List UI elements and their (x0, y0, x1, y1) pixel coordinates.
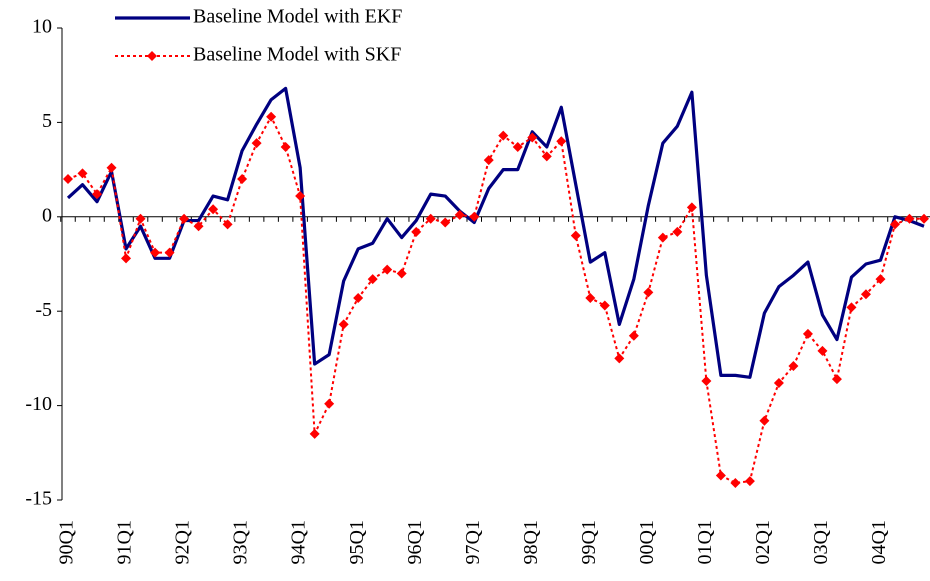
point-marker (469, 211, 480, 222)
point-marker (164, 247, 175, 258)
x-tick-label: 03Q1 (810, 520, 832, 564)
point-marker (251, 138, 262, 149)
point-marker (106, 162, 117, 173)
point-marker (150, 247, 161, 258)
series-line (66, 86, 925, 379)
point-marker (63, 174, 73, 185)
point-marker (788, 360, 799, 371)
x-tick-label: 98Q1 (520, 520, 542, 564)
x-tick-label: 92Q1 (172, 520, 194, 564)
point-marker (527, 132, 538, 143)
point-marker (440, 217, 451, 228)
point-marker (367, 274, 378, 285)
point-marker (237, 174, 248, 185)
x-tick-label: 90Q1 (56, 520, 78, 564)
point-marker (541, 151, 552, 162)
point-marker (889, 219, 900, 230)
y-tick-label: 5 (42, 110, 52, 132)
point-marker (556, 136, 567, 147)
point-marker (121, 253, 132, 264)
point-marker (817, 345, 828, 356)
x-tick-label: 94Q1 (288, 520, 310, 564)
point-marker (179, 213, 190, 224)
x-tick-label: 95Q1 (346, 520, 368, 564)
point-marker (411, 226, 422, 237)
point-marker (701, 376, 712, 387)
point-marker (773, 377, 784, 388)
point-marker (585, 292, 596, 303)
point-marker (744, 476, 755, 487)
point-marker (657, 232, 668, 243)
point-marker (759, 415, 770, 426)
point-marker (904, 213, 915, 224)
point-marker (396, 268, 407, 279)
point-marker (92, 189, 103, 200)
point-marker (831, 374, 842, 385)
y-tick-label: 0 (42, 204, 52, 226)
point-marker (599, 300, 610, 311)
point-marker (353, 292, 364, 303)
legend-label: Baseline Model with EKF (193, 6, 402, 28)
legend-label: Baseline Model with SKF (193, 44, 401, 66)
x-tick-label: 96Q1 (404, 520, 426, 564)
point-marker (643, 287, 654, 298)
x-tick-label: 97Q1 (462, 520, 484, 564)
point-marker (193, 221, 204, 232)
point-marker (77, 168, 88, 179)
point-marker (570, 230, 581, 241)
legend-marker (147, 51, 157, 61)
point-marker (425, 213, 436, 224)
point-marker (382, 264, 393, 275)
point-marker (135, 213, 146, 224)
point-marker (512, 141, 523, 152)
x-tick-label: 04Q1 (868, 520, 890, 564)
y-tick-label: -5 (35, 299, 52, 321)
y-tick-label: 10 (32, 16, 52, 38)
point-marker (208, 204, 219, 215)
x-tick-label: 93Q1 (230, 520, 252, 564)
point-marker (483, 155, 494, 166)
point-marker (266, 111, 277, 122)
point-marker (498, 130, 509, 141)
point-marker (222, 219, 233, 230)
point-marker (454, 209, 465, 220)
point-marker (846, 302, 857, 313)
point-marker (672, 226, 683, 237)
point-marker (628, 330, 639, 341)
point-marker (860, 289, 871, 300)
point-marker (295, 191, 306, 202)
point-marker (875, 274, 886, 285)
point-marker (614, 353, 625, 364)
point-marker (324, 398, 335, 409)
x-tick-label: 99Q1 (578, 520, 600, 564)
point-marker (686, 202, 697, 213)
point-marker (730, 478, 741, 489)
point-marker (715, 470, 726, 481)
y-tick-label: -10 (25, 393, 52, 415)
x-tick-label: 02Q1 (752, 520, 774, 564)
x-tick-label: 00Q1 (636, 520, 658, 564)
point-marker (280, 141, 291, 152)
point-marker (919, 213, 929, 224)
y-tick-label: -15 (25, 488, 52, 510)
point-marker (802, 328, 813, 339)
series-line (67, 115, 924, 485)
point-marker (309, 428, 320, 439)
point-marker (338, 319, 349, 330)
x-tick-label: 01Q1 (694, 520, 716, 564)
x-tick-label: 91Q1 (114, 520, 136, 564)
